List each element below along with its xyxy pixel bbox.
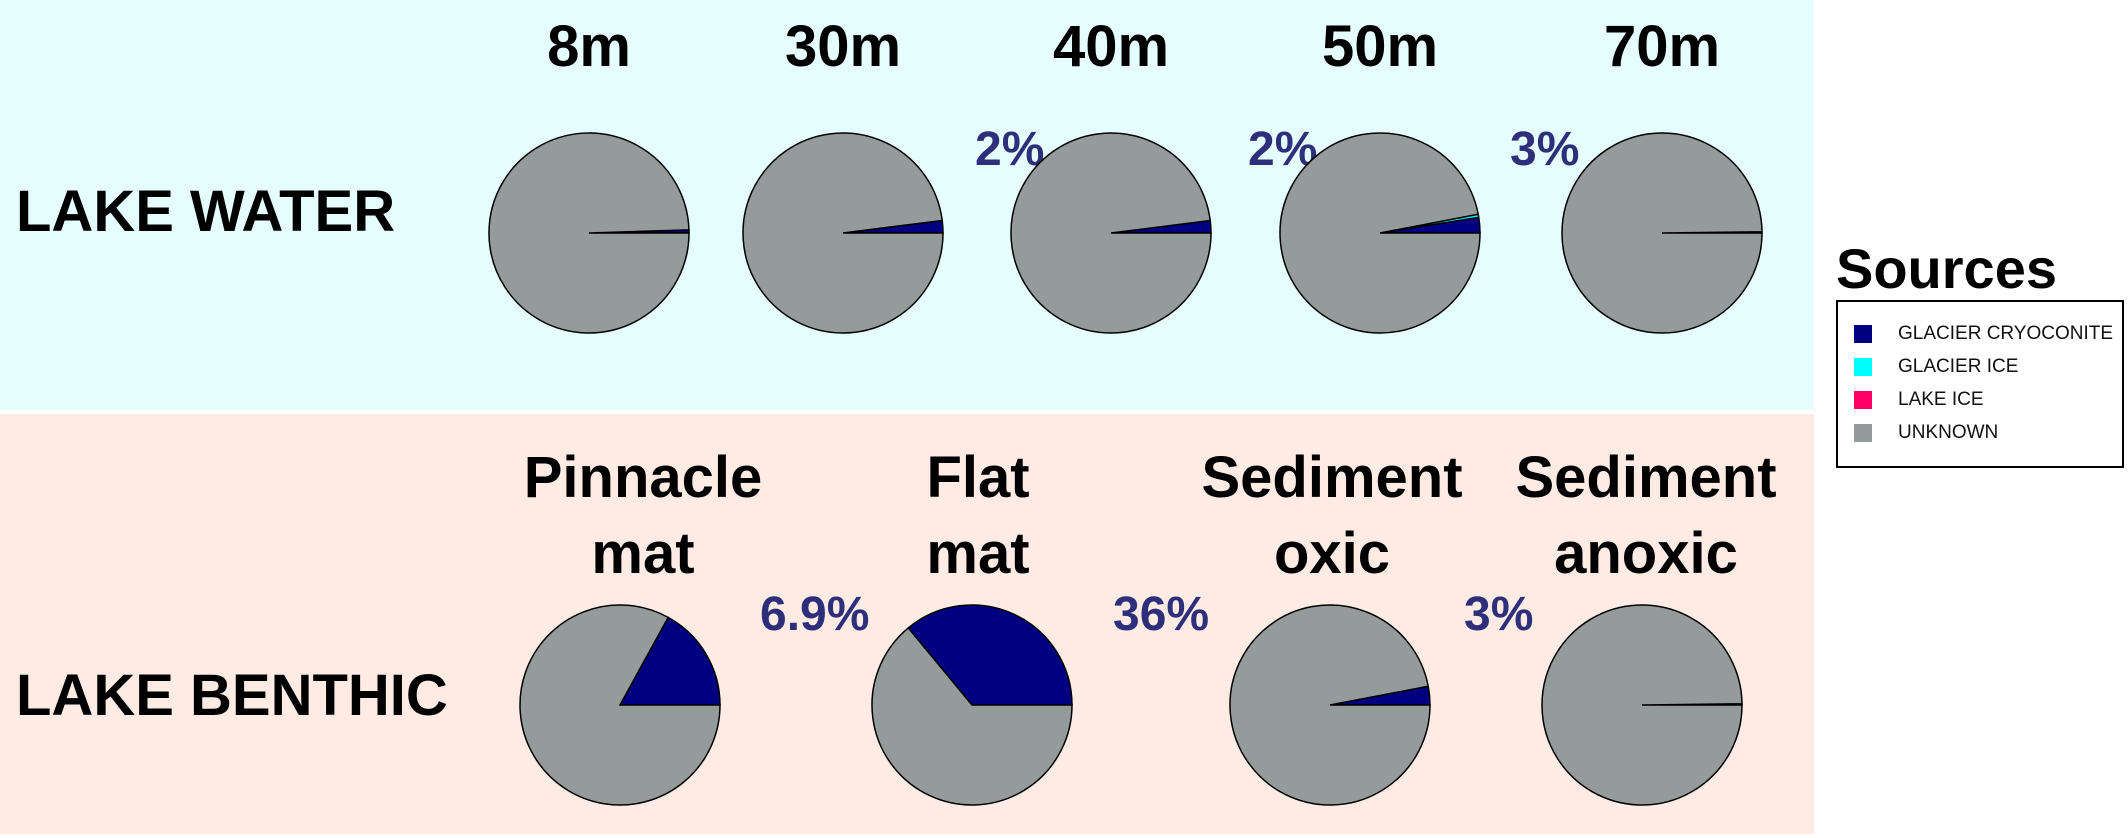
legend-label: LAKE ICE: [1898, 389, 1984, 410]
legend-swatch-unknown: [1854, 424, 1872, 442]
legend-swatch-glacier-ice: [1854, 358, 1872, 376]
pie-title: Pinnacle: [524, 445, 763, 510]
pie-chart-8m: 8m: [488, 14, 690, 334]
pie-title: Sediment: [1201, 445, 1462, 510]
legend: GLACIER CRYOCONITE GLACIER ICE LAKE ICE …: [1836, 300, 2124, 468]
pie-percent-label: 3%: [1464, 588, 1533, 641]
pie-slice-unknown: [1561, 132, 1763, 334]
legend-title: Sources: [1836, 237, 2057, 300]
pie-slice-unknown: [1541, 604, 1743, 806]
pie-slice-unknown: [871, 626, 1073, 806]
pie-percent-label: 6.9%: [760, 588, 869, 641]
pie-title: Sediment: [1515, 445, 1776, 510]
pie-slice-unknown: [1279, 132, 1481, 334]
legend-swatch-glacier-cryoconite: [1854, 325, 1872, 343]
pie-slice-unknown: [1229, 604, 1431, 806]
pie-slice-glacier-cryoconite: [907, 604, 1073, 706]
pie-percent-label: 3%: [1510, 123, 1579, 176]
pie-slice-glacier-cryoconite: [618, 616, 721, 706]
legend-label: GLACIER ICE: [1898, 356, 2019, 377]
pie-slice-unknown: [519, 604, 721, 806]
pie-percent-label: 2%: [975, 123, 1044, 176]
row-label-lake-water: LAKE WATER: [16, 179, 396, 244]
pie-chart-50m: 50m 3%: [1279, 14, 1579, 334]
pie-chart-70m: 70m: [1561, 14, 1763, 334]
pie-chart-30m: 30m 2%: [742, 14, 1044, 334]
pie-chart-sediment-oxic: Sediment oxic 3%: [1201, 445, 1533, 806]
pie-title: anoxic: [1554, 521, 1738, 586]
pie-chart-sediment-anoxic: Sediment anoxic: [1515, 445, 1777, 806]
pie-title: mat: [926, 521, 1029, 586]
legend-item-glacier-cryoconite: GLACIER CRYOCONITE: [1854, 322, 2113, 346]
pie-title: 70m: [1604, 14, 1720, 79]
pie-percent-label: 36%: [1113, 588, 1209, 641]
pie-title: Flat: [926, 445, 1029, 510]
legend-item-unknown: UNKNOWN: [1854, 421, 1998, 445]
pie-title: mat: [591, 521, 694, 586]
pie-title: 40m: [1053, 14, 1169, 79]
pie-slice-unknown: [1010, 132, 1212, 334]
row-label-lake-benthic: LAKE BENTHIC: [16, 663, 448, 728]
pie-title: 8m: [547, 14, 631, 79]
pie-chart-flat-mat: Flat mat 36%: [871, 445, 1209, 806]
pie-title: 50m: [1322, 14, 1438, 79]
legend-swatch-lake-ice: [1854, 391, 1872, 409]
pie-title: oxic: [1274, 521, 1390, 586]
pie-title: 30m: [785, 14, 901, 79]
pie-slice-unknown: [488, 132, 690, 334]
pie-slice-unknown: [742, 132, 944, 334]
legend-label: GLACIER CRYOCONITE: [1898, 323, 2114, 344]
legend-label: UNKNOWN: [1898, 422, 1999, 443]
legend-item-glacier-ice: GLACIER ICE: [1854, 355, 2018, 379]
pie-chart-pinnacle-mat: Pinnacle mat 6.9%: [519, 445, 869, 806]
legend-item-lake-ice: LAKE ICE: [1854, 388, 1984, 412]
